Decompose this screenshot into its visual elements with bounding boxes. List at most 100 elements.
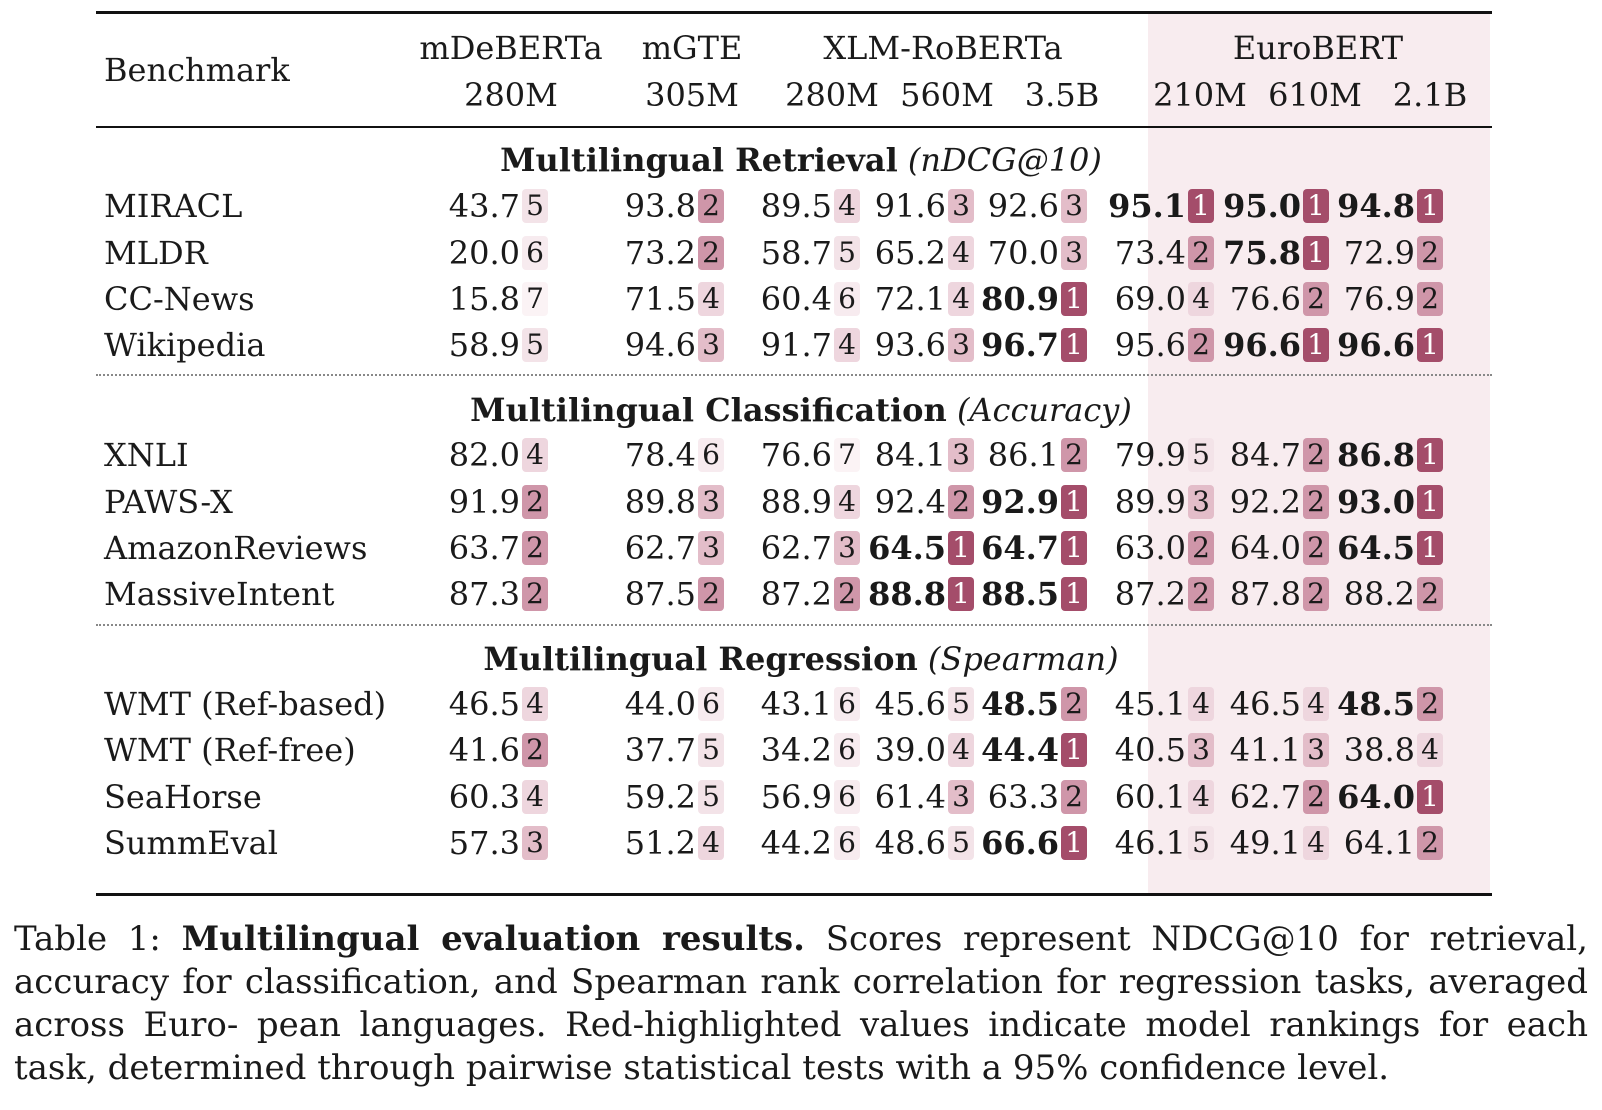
score-value: 62.7 — [1229, 778, 1301, 816]
score-value: 38.8 — [1343, 731, 1415, 769]
score-value: 46.5 — [448, 685, 520, 723]
score-value: 96.6 — [1337, 326, 1415, 364]
score-value: 91.7 — [760, 326, 832, 364]
score-value: 84.1 — [874, 436, 946, 474]
model-size-header: 610M — [1268, 76, 1362, 114]
rank-badge: 5 — [1188, 826, 1214, 860]
rank-badge: 1 — [1061, 485, 1087, 519]
section-heading: Multilingual Classification (Accuracy) — [0, 392, 1602, 428]
rank-badge: 2 — [1303, 438, 1329, 472]
benchmark-name: MIRACL — [104, 187, 243, 225]
rank-badge: 4 — [1303, 687, 1329, 721]
rank-badge: 7 — [522, 282, 548, 316]
rank-badge: 2 — [1061, 687, 1087, 721]
rank-badge: 4 — [1417, 733, 1443, 767]
rank-badge: 1 — [1417, 328, 1443, 362]
score-value: 89.8 — [624, 483, 696, 521]
score-value: 64.5 — [1337, 529, 1415, 567]
score-value: 73.4 — [1114, 234, 1186, 272]
model-group-header: mDeBERTa — [419, 29, 603, 67]
score-value: 88.5 — [981, 575, 1059, 613]
score-value: 78.4 — [624, 436, 696, 474]
score-value: 65.2 — [874, 234, 946, 272]
rank-badge: 2 — [1303, 485, 1329, 519]
rank-badge: 2 — [1417, 687, 1443, 721]
model-group-header: mGTE — [641, 29, 743, 67]
rank-badge: 4 — [948, 733, 974, 767]
rank-badge: 6 — [834, 687, 860, 721]
score-value: 87.2 — [1114, 575, 1186, 613]
table-caption: Table 1: Multilingual evaluation results… — [14, 918, 1588, 1090]
caption-label: Table 1: — [14, 919, 161, 959]
benchmark-name: AmazonReviews — [104, 529, 368, 567]
rank-badge: 1 — [1417, 780, 1443, 814]
section-heading: Multilingual Retrieval (nDCG@10) — [0, 142, 1602, 178]
rank-badge: 6 — [834, 826, 860, 860]
rank-badge: 1 — [1303, 328, 1329, 362]
rank-badge: 2 — [1303, 577, 1329, 611]
score-value: 34.2 — [760, 731, 832, 769]
score-value: 71.5 — [624, 280, 696, 318]
rank-badge: 1 — [1417, 438, 1443, 472]
rank-badge: 6 — [698, 687, 724, 721]
rank-badge: 1 — [1061, 282, 1087, 316]
score-value: 64.0 — [1229, 529, 1301, 567]
score-value: 92.2 — [1229, 483, 1301, 521]
score-value: 82.0 — [448, 436, 520, 474]
score-value: 93.6 — [874, 326, 946, 364]
score-value: 61.4 — [874, 778, 946, 816]
rank-badge: 3 — [698, 531, 724, 565]
rank-badge: 3 — [698, 485, 724, 519]
score-value: 87.3 — [448, 575, 520, 613]
rank-badge: 4 — [1188, 282, 1214, 316]
rank-badge: 1 — [1303, 189, 1329, 223]
rank-badge: 4 — [522, 687, 548, 721]
score-value: 93.0 — [1337, 483, 1415, 521]
model-group-header: EuroBERT — [1232, 29, 1404, 67]
rank-badge: 2 — [522, 485, 548, 519]
rank-badge: 2 — [522, 733, 548, 767]
score-value: 63.0 — [1114, 529, 1186, 567]
rank-badge: 4 — [834, 328, 860, 362]
score-value: 60.3 — [448, 778, 520, 816]
caption-line: pean languages. Red-highlighted values i… — [14, 1005, 1588, 1088]
score-value: 72.1 — [874, 280, 946, 318]
rank-badge: 5 — [698, 733, 724, 767]
rank-badge: 4 — [834, 485, 860, 519]
score-value: 45.1 — [1114, 685, 1186, 723]
score-value: 40.5 — [1114, 731, 1186, 769]
score-value: 63.3 — [987, 778, 1059, 816]
score-value: 95.6 — [1114, 326, 1186, 364]
score-value: 86.8 — [1337, 436, 1415, 474]
rank-badge: 5 — [698, 780, 724, 814]
score-value: 64.5 — [868, 529, 946, 567]
benchmark-name: XNLI — [104, 436, 189, 474]
score-value: 88.8 — [868, 575, 946, 613]
rank-badge: 4 — [698, 282, 724, 316]
rank-badge: 4 — [1188, 687, 1214, 721]
model-size-header: 280M — [785, 76, 879, 114]
rank-badge: 3 — [948, 328, 974, 362]
rank-badge: 1 — [948, 577, 974, 611]
rank-badge: 3 — [948, 438, 974, 472]
score-value: 69.0 — [1114, 280, 1186, 318]
rank-badge: 4 — [948, 236, 974, 270]
benchmark-name: SummEval — [104, 824, 278, 862]
benchmark-name: MassiveIntent — [104, 575, 335, 613]
score-value: 94.8 — [1337, 187, 1415, 225]
rank-badge: 2 — [1188, 328, 1214, 362]
score-value: 92.6 — [987, 187, 1059, 225]
rank-badge: 1 — [1188, 189, 1214, 223]
rank-badge: 1 — [1061, 577, 1087, 611]
score-value: 41.6 — [448, 731, 520, 769]
rank-badge: 2 — [1188, 236, 1214, 270]
score-value: 60.4 — [760, 280, 832, 318]
rank-badge: 2 — [1303, 282, 1329, 316]
rank-badge: 4 — [522, 438, 548, 472]
rank-badge: 1 — [1061, 826, 1087, 860]
score-value: 56.9 — [760, 778, 832, 816]
rank-badge: 2 — [522, 577, 548, 611]
score-value: 92.9 — [981, 483, 1059, 521]
rank-badge: 2 — [1188, 577, 1214, 611]
rank-badge: 3 — [1188, 733, 1214, 767]
